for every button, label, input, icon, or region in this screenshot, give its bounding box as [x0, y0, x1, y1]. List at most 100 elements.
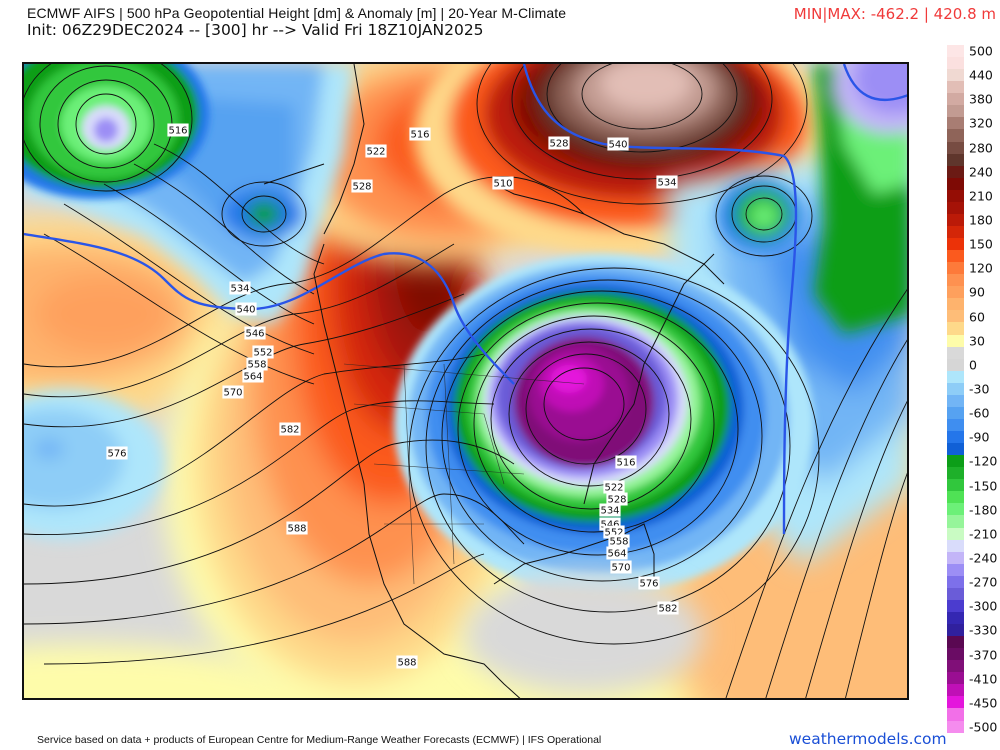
svg-text:582: 582	[658, 604, 677, 615]
contour-label: 534	[656, 175, 678, 189]
colorbar-segment	[947, 238, 964, 251]
colorbar-segment	[947, 720, 964, 733]
colorbar-label: 90	[969, 284, 985, 300]
colorbar-segment	[947, 406, 964, 419]
map-canvas	[24, 64, 907, 698]
brand-link[interactable]: weathermodels.com	[789, 730, 947, 748]
colorbar-label: -210	[969, 526, 998, 542]
contour-label: 546	[244, 326, 266, 340]
colorbar-segment	[947, 322, 964, 335]
svg-text:576: 576	[107, 449, 126, 460]
colorbar-segment	[947, 696, 964, 709]
svg-text:516: 516	[616, 458, 635, 469]
svg-text:546: 546	[245, 329, 264, 340]
forecast-map[interactable]: 516 516 522 528 510 528 540 534 534 540 546 552 558 5…	[22, 62, 909, 700]
svg-text:528: 528	[607, 495, 626, 506]
data-credit: Service based on data + products of Euro…	[37, 734, 602, 746]
colorbar-segment	[947, 563, 964, 576]
svg-text:540: 540	[608, 140, 627, 151]
colorbar-label: -240	[969, 550, 998, 566]
contour-label: 534	[599, 503, 621, 517]
contour-label: 528	[548, 136, 570, 150]
contour-label: 510	[492, 176, 514, 190]
colorbar-segment	[947, 358, 964, 371]
svg-text:516: 516	[410, 130, 429, 141]
svg-text:546: 546	[600, 520, 619, 531]
colorbar-label: -270	[969, 574, 998, 590]
colorbar-label: -30	[969, 381, 990, 397]
svg-text:576: 576	[639, 579, 658, 590]
colorbar-segment	[947, 431, 964, 444]
colorbar-segment	[947, 551, 964, 564]
colorbar-segment	[947, 539, 964, 552]
svg-text:588: 588	[287, 524, 306, 535]
svg-text:534: 534	[600, 506, 619, 517]
colorbar-segment	[947, 708, 964, 721]
eastern-trough-field	[394, 254, 814, 594]
svg-text:516: 516	[168, 126, 187, 137]
colorbar-label: -410	[969, 671, 998, 687]
contour-label: 522	[603, 480, 625, 494]
colorbar-segment	[947, 213, 964, 226]
colorbar-label: -120	[969, 453, 998, 469]
svg-text:540: 540	[236, 305, 255, 316]
colorbar-segment	[947, 382, 964, 395]
colorbar-segment	[947, 660, 964, 673]
colorbar-segment	[947, 177, 964, 190]
contour-label: 588	[286, 521, 308, 535]
colorbar-label: 320	[969, 115, 993, 131]
colorbar-segment	[947, 611, 964, 624]
contour-label: 558	[246, 357, 268, 371]
contour-540dm	[24, 64, 907, 535]
colorbar-segment	[947, 310, 964, 323]
contour-label: 516	[167, 123, 189, 137]
contour-label: 588	[396, 655, 418, 669]
colorbar-label: 180	[969, 212, 993, 228]
colorbar-segment	[947, 575, 964, 588]
colorbar-label: -150	[969, 478, 998, 494]
colorbar-label: 30	[969, 333, 985, 349]
colorbar-label: -330	[969, 622, 998, 638]
coastlines	[263, 64, 725, 698]
colorbar-segment	[947, 479, 964, 492]
colorbar-label: 280	[969, 140, 993, 156]
colorbar-segment	[947, 129, 964, 142]
colorbar-segment	[947, 672, 964, 685]
colorbar-segment	[947, 298, 964, 311]
colorbar-label: -500	[969, 719, 998, 735]
colorbar-segment	[947, 69, 964, 82]
colorbar-segment	[947, 57, 964, 70]
colorbar-label: 500	[969, 43, 993, 59]
colorbar-segment	[947, 418, 964, 431]
colorbar-label: 120	[969, 260, 993, 276]
contour-label: 570	[610, 560, 632, 574]
political-borders	[343, 363, 585, 585]
colorbar-segment	[947, 370, 964, 383]
chart-title: ECMWF AIFS | 500 hPa Geopotential Height…	[27, 5, 567, 21]
colorbar-label: -300	[969, 598, 998, 614]
svg-text:552: 552	[604, 528, 623, 539]
contour-label: 534	[229, 281, 251, 295]
colorbar-segment	[947, 443, 964, 456]
contour-label: 540	[235, 302, 257, 316]
colorbar-label: -90	[969, 429, 990, 445]
contour-label: 516	[409, 127, 431, 141]
contour-label: 576	[638, 576, 660, 590]
svg-text:510: 510	[493, 179, 512, 190]
colorbar-segment	[947, 684, 964, 697]
colorbar-label: -60	[969, 405, 990, 421]
gulf-neutral-field	[464, 574, 704, 694]
svg-text:558: 558	[247, 360, 266, 371]
min-max-anomaly: MIN|MAX: -462.2 | 420.8 m	[793, 5, 996, 23]
colorbar-segment	[947, 455, 964, 468]
svg-text:552: 552	[253, 348, 272, 359]
colorbar-segment	[947, 45, 964, 58]
contour-label: 528	[606, 492, 628, 506]
colorbar-label: 0	[969, 357, 977, 373]
colorbar-segment	[947, 274, 964, 287]
colorbar-segment	[947, 165, 964, 178]
contour-label: 576	[106, 446, 128, 460]
colorbar-segment	[947, 624, 964, 637]
greenland-high-field	[414, 64, 834, 259]
